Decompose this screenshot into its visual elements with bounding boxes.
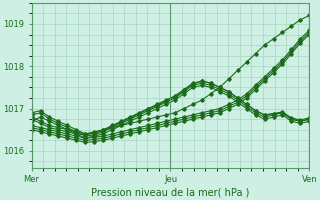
X-axis label: Pression niveau de la mer( hPa ): Pression niveau de la mer( hPa ) — [91, 187, 250, 197]
